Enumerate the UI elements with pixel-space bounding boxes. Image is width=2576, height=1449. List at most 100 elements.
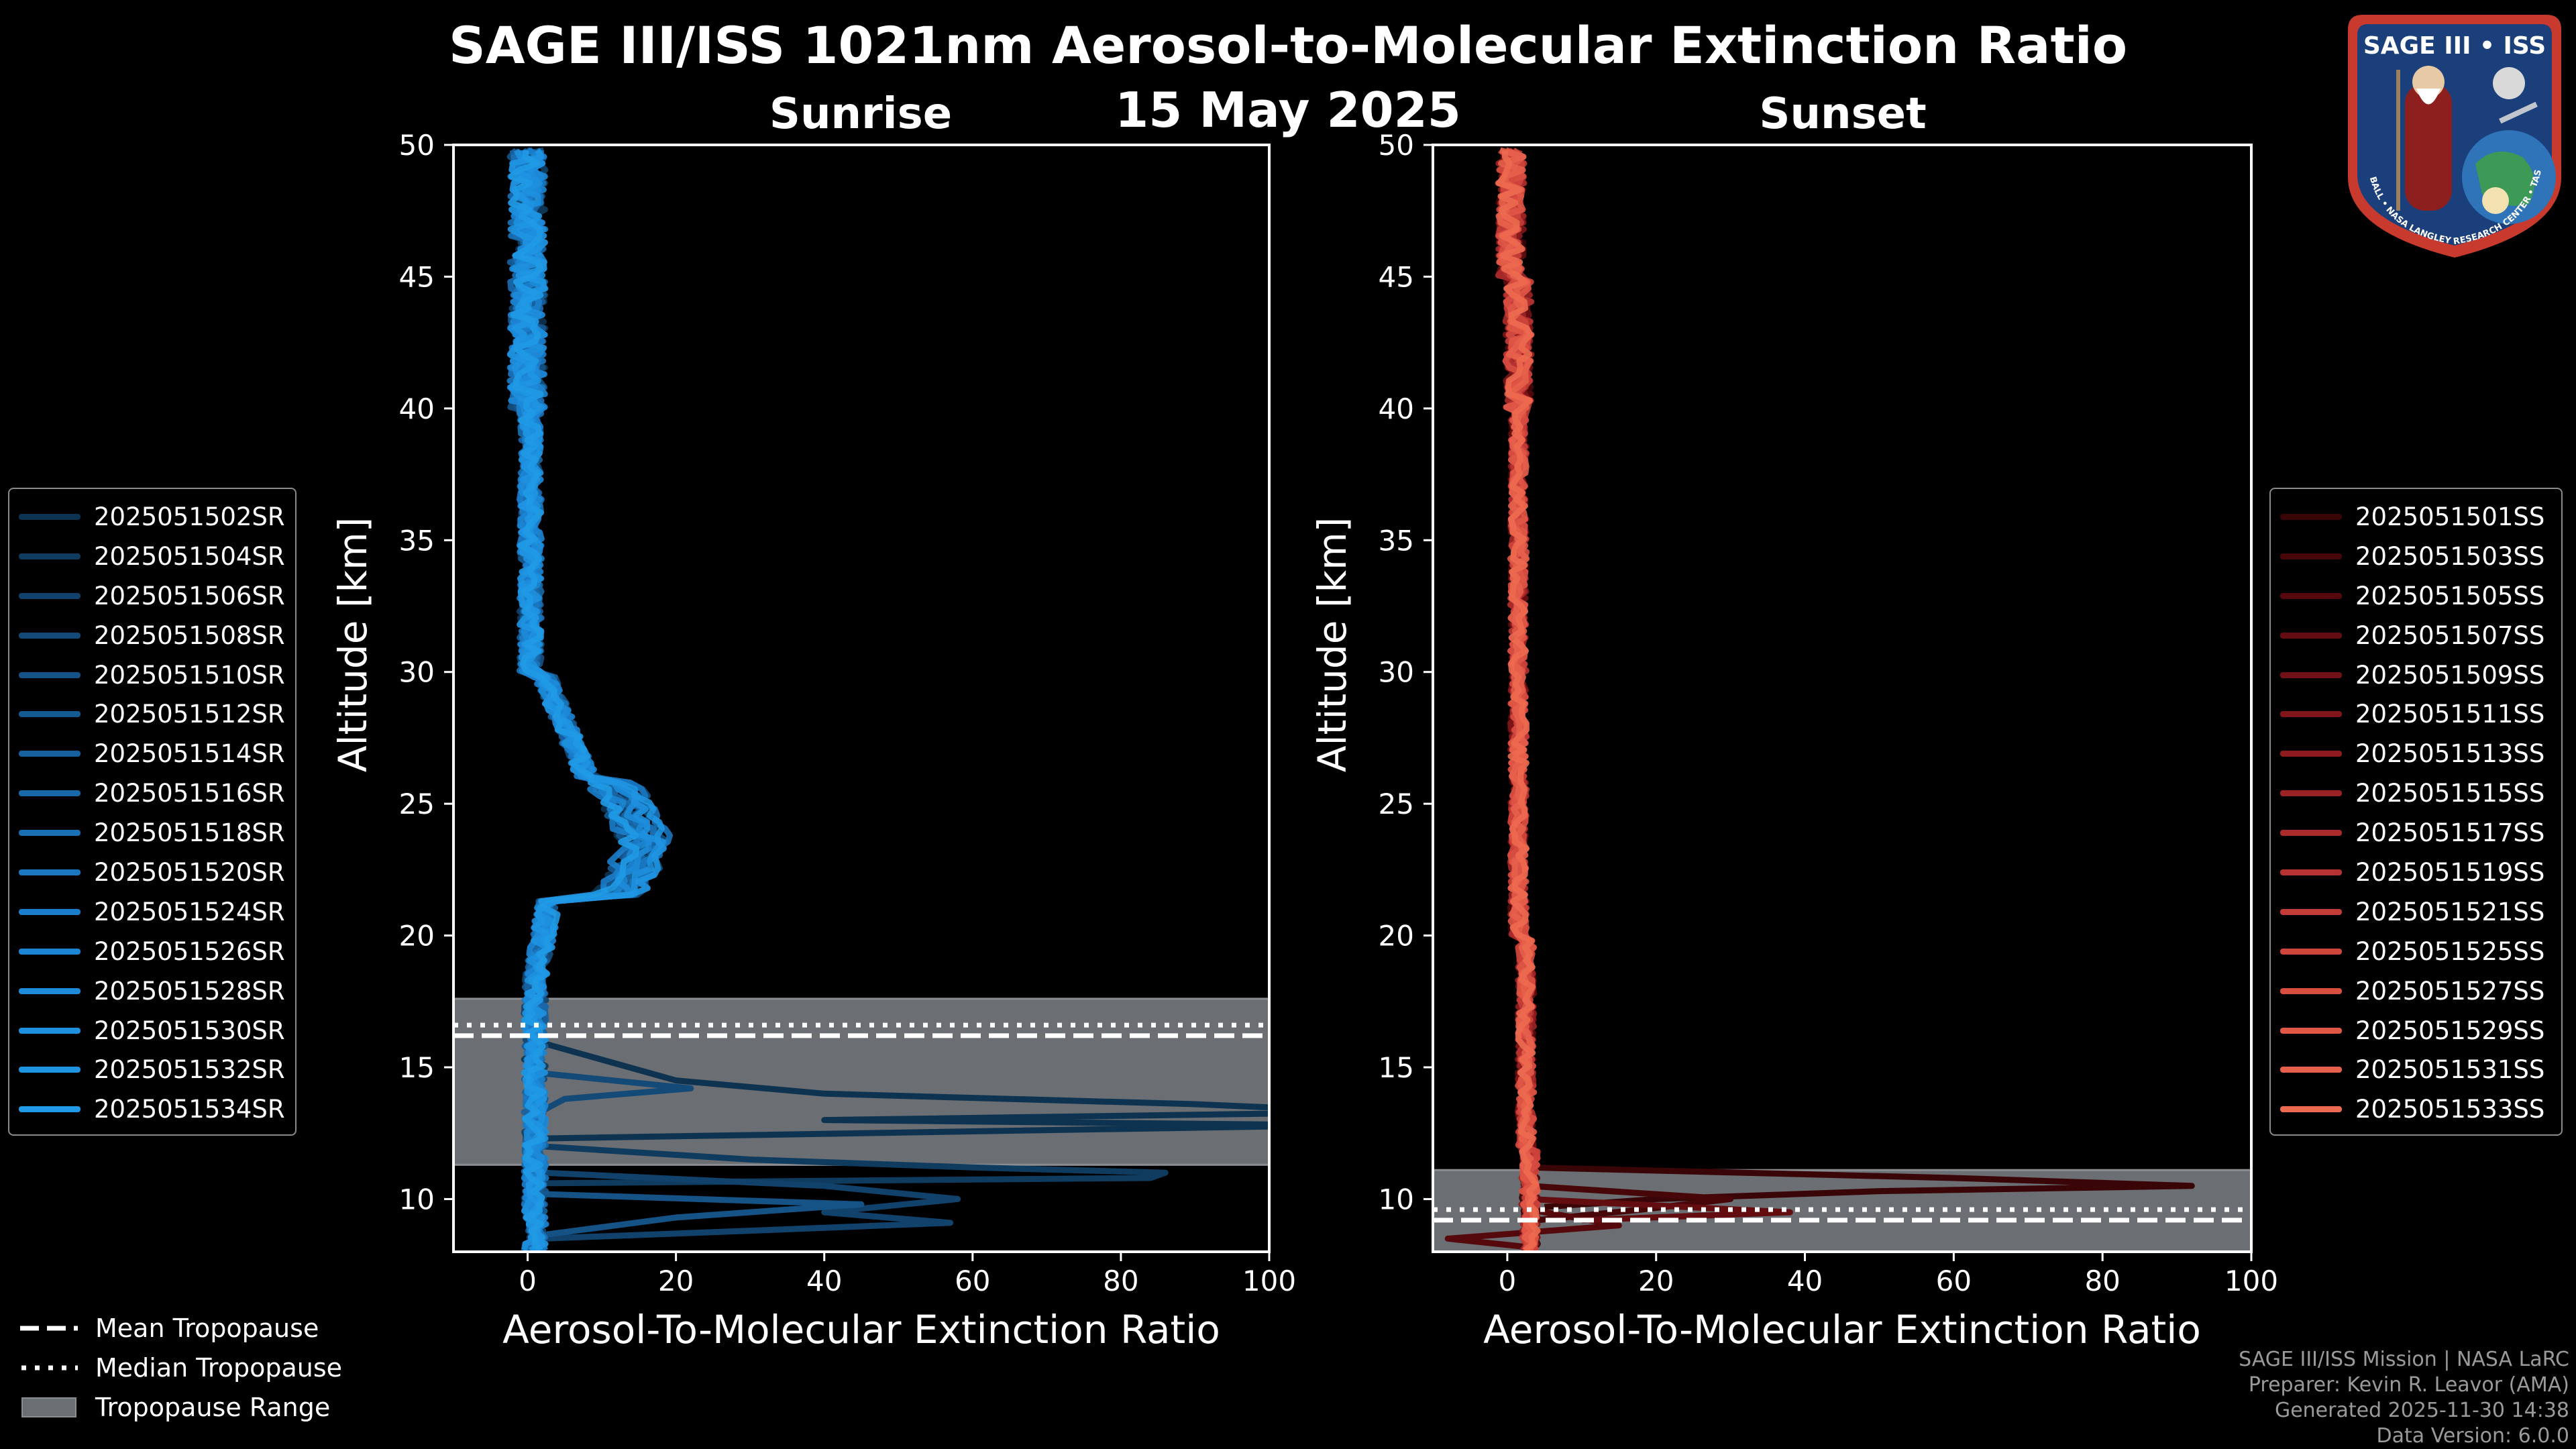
credits-version: Data Version: 6.0.0: [2376, 1424, 2569, 1448]
profile-line-2025051533SS: [1496, 150, 1541, 1252]
x-tick-label: 40: [1787, 1265, 1823, 1297]
legend-swatch: [19, 908, 80, 915]
legend-entry: 2025051509SS: [2280, 655, 2552, 695]
profile-spike-2025051508SR: [533, 1069, 694, 1118]
legend-entry: 2025051534SR: [19, 1089, 286, 1129]
page-title: SAGE III/ISS 1021nm Aerosol-to-Molecular…: [448, 15, 2128, 75]
legend-swatch: [19, 1106, 80, 1113]
legend-entry: 2025051507SS: [2280, 616, 2552, 655]
legend-swatch: [19, 592, 80, 599]
x-tick-label: 60: [1936, 1265, 1972, 1297]
legend-label: 2025051530SR: [94, 1016, 285, 1045]
range-swatch-icon: [21, 1397, 76, 1417]
y-tick-label: 40: [399, 392, 435, 425]
legend-label: 2025051514SR: [94, 739, 285, 769]
x-tick-label: 60: [955, 1265, 990, 1297]
legend-swatch: [19, 987, 80, 994]
legend-label: 2025051511SS: [2355, 700, 2545, 729]
legend-swatch: [2280, 869, 2342, 875]
legend-entry: 2025051529SS: [2280, 1011, 2552, 1051]
sunset-legend: 2025051501SS 2025051503SS 2025051505SS 2025…: [2269, 488, 2563, 1136]
legend-entry: 2025051505SS: [2280, 576, 2552, 616]
legend-entry: 2025051520SR: [19, 853, 286, 892]
y-tick-label: 45: [1379, 260, 1414, 293]
profile-spike-2025051507SS: [1529, 1195, 1793, 1224]
legend-swatch: [19, 1067, 80, 1073]
legend-swatch: [2280, 790, 2342, 797]
legend-swatch: [19, 948, 80, 955]
x-tick-label: 0: [1499, 1265, 1517, 1297]
legend-label: 2025051513SS: [2355, 739, 2545, 769]
y-axis-label: Altitude [km]: [1309, 517, 1355, 772]
legend-label: 2025051509SS: [2355, 660, 2545, 690]
y-tick-label: 50: [1379, 129, 1414, 162]
legend-entry: 2025051508SR: [19, 616, 286, 655]
legend-swatch: [19, 513, 80, 520]
sunset-curves: [1444, 147, 2195, 1252]
y-tick-label: 45: [399, 260, 435, 293]
legend-label: 2025051517SS: [2355, 818, 2545, 848]
legend-entry: 2025051517SS: [2280, 813, 2552, 853]
legend-label: 2025051521SS: [2355, 897, 2545, 926]
legend-swatch: [19, 751, 80, 757]
legend-label: 2025051520SR: [94, 857, 285, 887]
legend-label: 2025051533SS: [2355, 1095, 2545, 1124]
x-tick-label: 40: [806, 1265, 842, 1297]
y-tick-label: 15: [399, 1051, 435, 1084]
credits: SAGE III/ISS Mission | NASA LaRC Prepare…: [2239, 1347, 2569, 1449]
y-tick-label: 25: [1379, 788, 1414, 820]
x-tick-label: 0: [519, 1265, 537, 1297]
legend-label: 2025051515SS: [2355, 779, 2545, 808]
legend-entry: 2025051501SS: [2280, 497, 2552, 537]
tropopause-range-label: Tropopause Range: [95, 1392, 331, 1422]
legend-swatch: [19, 1027, 80, 1034]
legend-entry: 2025051511SS: [2280, 694, 2552, 734]
legend-entry: 2025051531SS: [2280, 1050, 2552, 1089]
legend-entry: 2025051503SS: [2280, 537, 2552, 576]
legend-label: 2025051512SR: [94, 700, 285, 729]
dashed-line-icon: [20, 1326, 78, 1330]
profile-line-2025051534SR: [508, 150, 640, 1252]
median-tropopause-entry: Median Tropopause: [20, 1348, 342, 1387]
y-tick-label: 10: [1379, 1183, 1414, 1216]
y-tick-label: 25: [399, 788, 435, 820]
legend-swatch: [2280, 672, 2342, 678]
legend-entry: 2025051519SS: [2280, 853, 2552, 892]
svg-text:SAGE III • ISS: SAGE III • ISS: [2363, 32, 2546, 60]
legend-label: 2025051529SS: [2355, 1016, 2545, 1045]
tropopause-range-entry: Tropopause Range: [20, 1387, 342, 1427]
mean-tropopause-label: Mean Tropopause: [95, 1313, 319, 1343]
legend-label: 2025051525SS: [2355, 936, 2545, 966]
legend-label: 2025051526SR: [94, 936, 285, 966]
legend-swatch: [19, 711, 80, 718]
y-tick-label: 35: [1379, 524, 1414, 557]
y-tick-label: 15: [1379, 1051, 1414, 1084]
legend-swatch: [19, 632, 80, 639]
y-tick-label: 20: [1379, 920, 1414, 953]
legend-entry: 2025051521SS: [2280, 892, 2552, 932]
legend-entry: 2025051524SR: [19, 892, 286, 932]
legend-swatch: [2280, 908, 2342, 915]
y-tick-label: 30: [399, 656, 435, 689]
legend-entry: 2025051518SR: [19, 813, 286, 853]
y-axis-label: Altitude [km]: [330, 517, 376, 772]
mean-tropopause-entry: Mean Tropopause: [20, 1308, 342, 1348]
legend-swatch: [2280, 830, 2342, 837]
credits-preparer: Preparer: Kevin R. Leavor (AMA): [2248, 1373, 2569, 1397]
legend-swatch: [2280, 513, 2342, 520]
legend-label: 2025051506SR: [94, 581, 285, 610]
x-tick-label: 100: [1242, 1265, 1296, 1297]
legend-swatch: [19, 672, 80, 678]
legend-label: 2025051507SS: [2355, 621, 2545, 650]
legend-label: 2025051505SS: [2355, 581, 2545, 610]
legend-label: 2025051508SR: [94, 621, 285, 650]
legend-swatch: [2280, 1067, 2342, 1073]
legend-entry: 2025051516SR: [19, 773, 286, 813]
legend-swatch: [19, 553, 80, 559]
legend-entry: 2025051533SS: [2280, 1089, 2552, 1129]
legend-entry: 2025051504SR: [19, 537, 286, 576]
page-date: 15 May 2025: [1115, 82, 1461, 138]
sunset-plot: 0 20 40 60 80 100 10 15 20 25 30 35 40 45 50 Aerosol-To…: [1309, 129, 2278, 1352]
legend-swatch: [19, 869, 80, 875]
